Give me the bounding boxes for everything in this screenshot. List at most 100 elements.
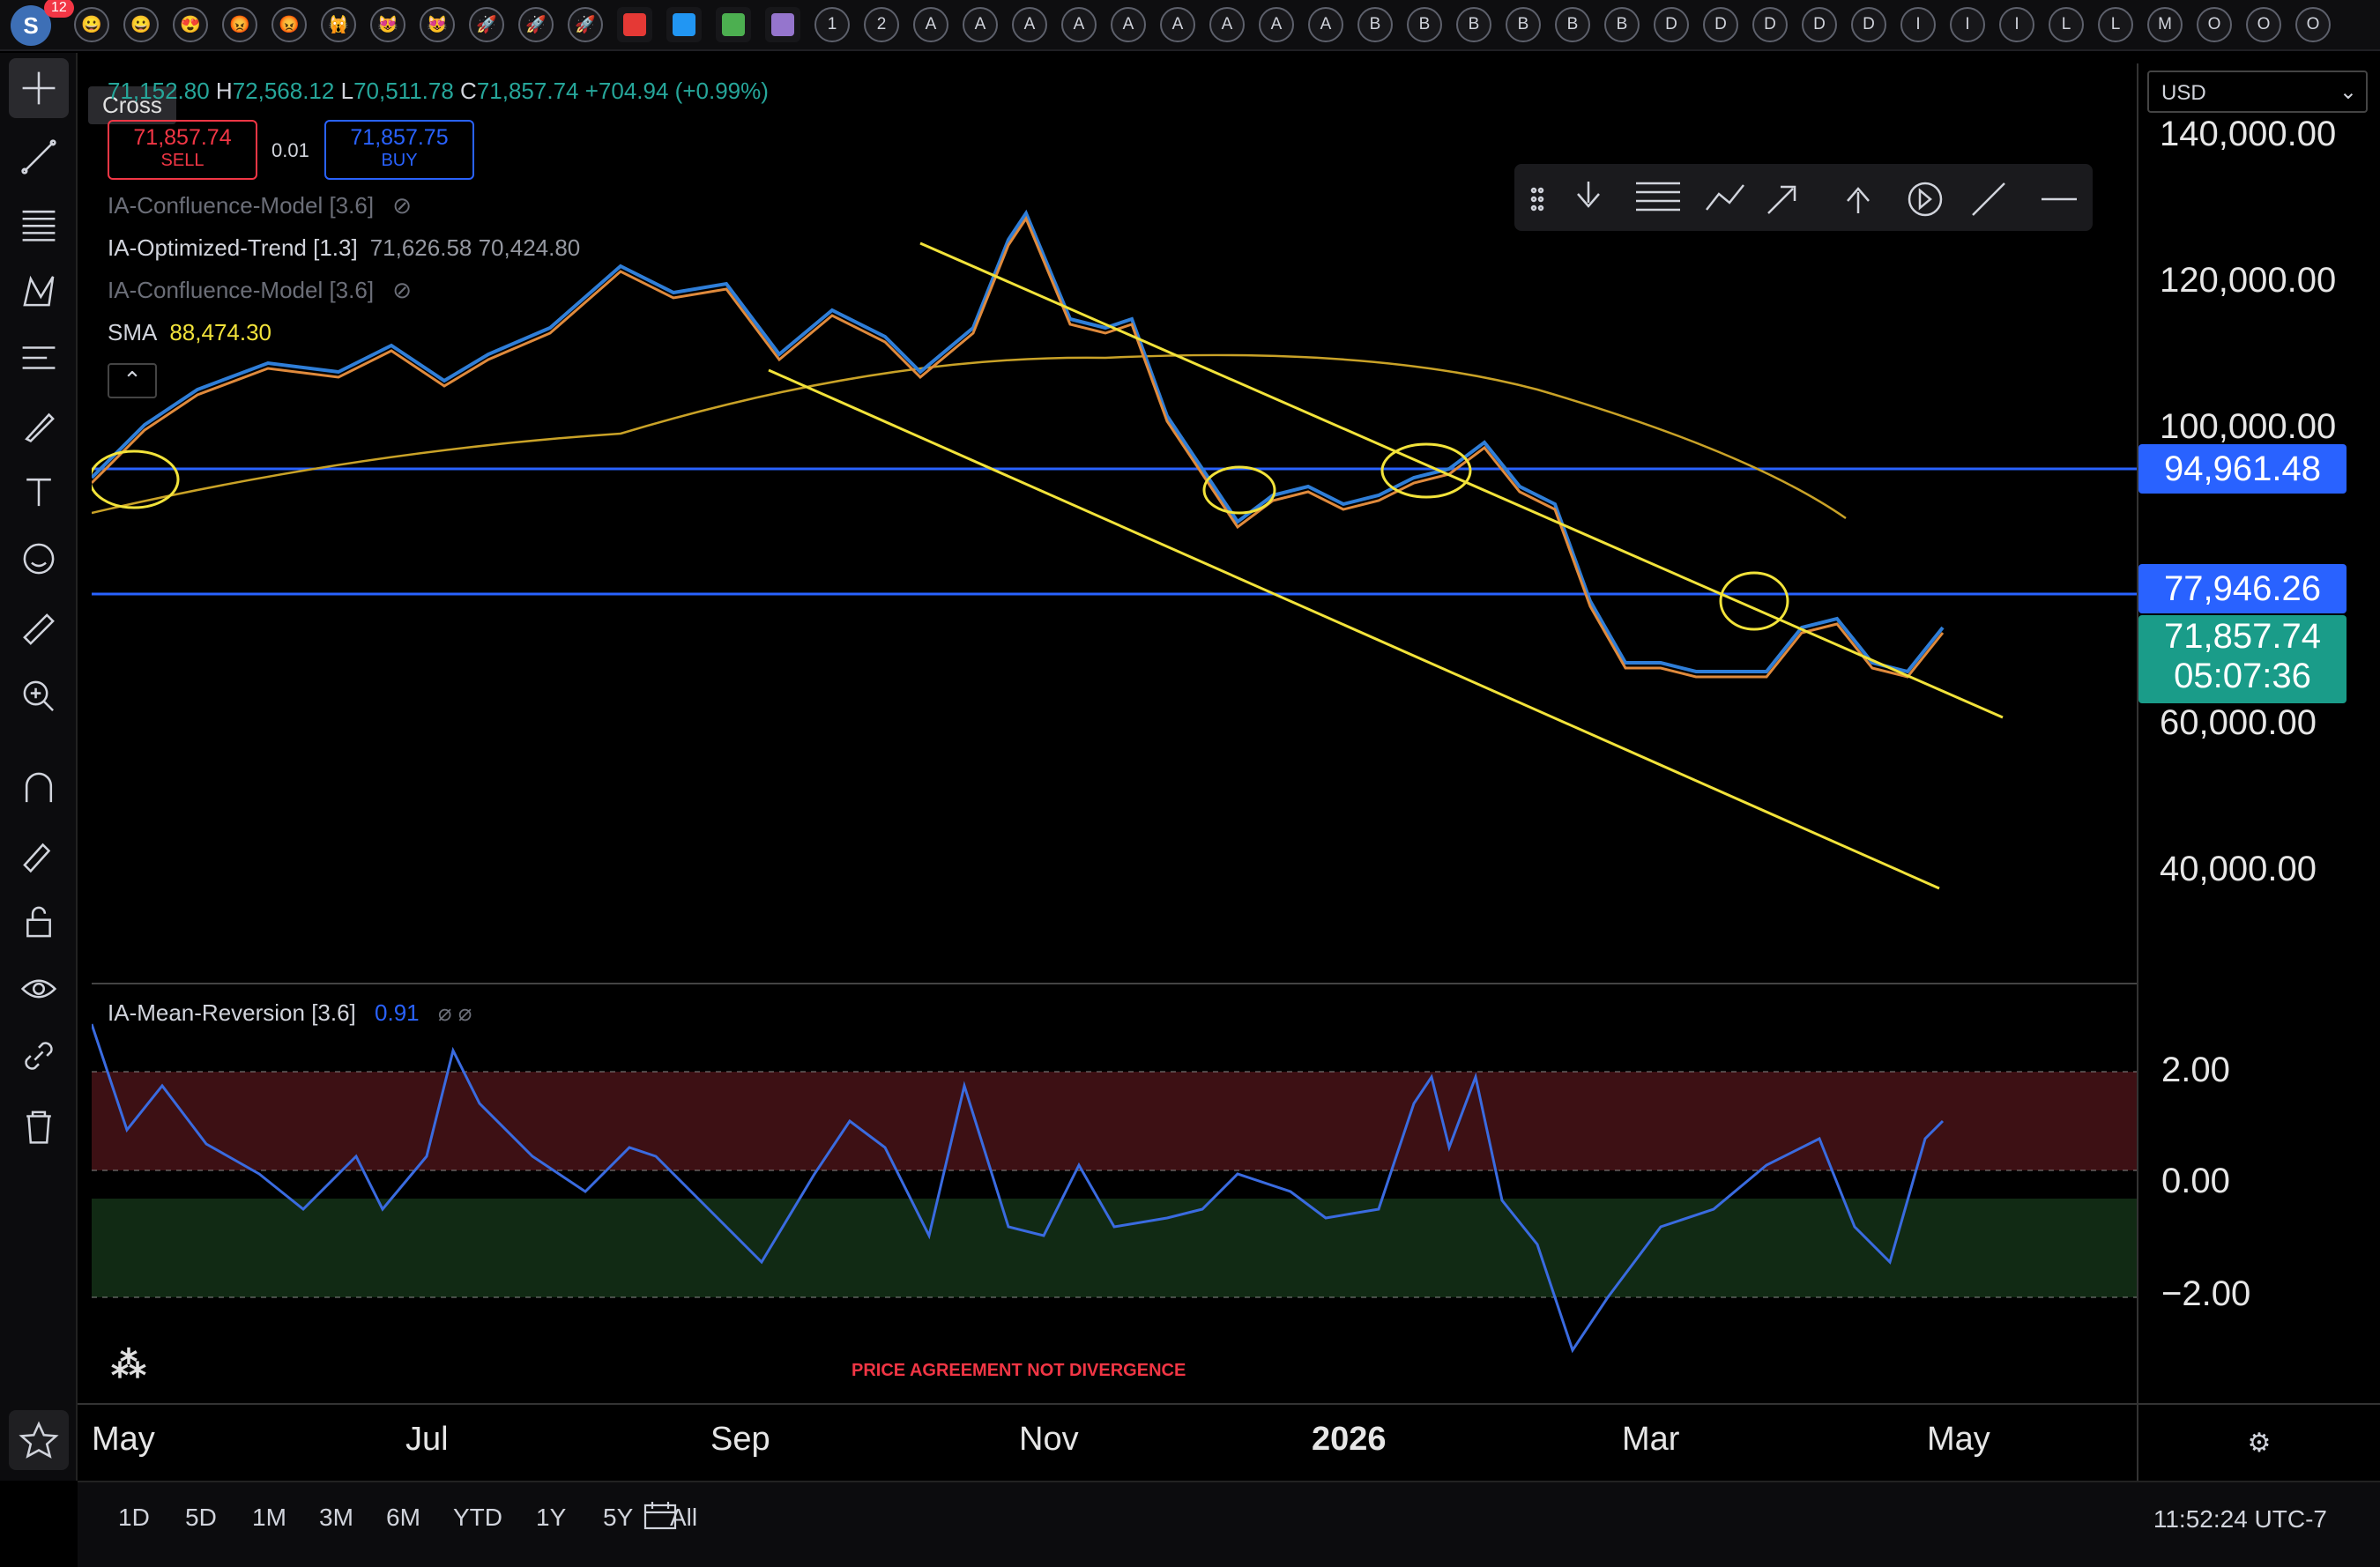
indicator-legend-0[interactable]: IA-Confluence-Model [3.6] ⊘: [108, 192, 412, 219]
watchlist-symbol-icon[interactable]: A: [1012, 7, 1047, 42]
watchlist-emoji-icon[interactable]: 🚀: [518, 7, 554, 42]
watchlist-symbol-icon[interactable]: B: [1604, 7, 1640, 42]
ruler-tool[interactable]: [9, 599, 69, 659]
color-swatch-icon[interactable]: [617, 7, 652, 42]
timeframe-3m[interactable]: 3M: [319, 1504, 353, 1531]
watchlist-symbol-icon[interactable]: B: [1456, 7, 1491, 42]
watchlist-symbol-icon[interactable]: A: [1160, 7, 1195, 42]
timeframe-6m[interactable]: 6M: [386, 1504, 420, 1531]
eye-icon: [20, 979, 57, 999]
high-label: H: [215, 78, 233, 104]
watchlist-symbol-icon[interactable]: D: [1654, 7, 1689, 42]
watchlist-symbol-icon[interactable]: A: [963, 7, 998, 42]
delete-tool[interactable]: [9, 1096, 69, 1156]
timeframe-1d[interactable]: 1D: [118, 1504, 150, 1531]
watchlist-symbol-icon[interactable]: A: [1308, 7, 1343, 42]
price-chart-canvas[interactable]: [88, 63, 2137, 1412]
watchlist-emoji-icon[interactable]: 😡: [222, 7, 257, 42]
watchlist-symbol-icon[interactable]: B: [1555, 7, 1590, 42]
hide-tool[interactable]: [9, 959, 69, 1019]
arrow-down-icon[interactable]: [1577, 182, 1600, 208]
watchlist-symbol-icon[interactable]: D: [1802, 7, 1837, 42]
crosshair-tool[interactable]: [9, 58, 69, 118]
magnet-icon: [25, 772, 53, 803]
watchlist-symbol-icon[interactable]: A: [1111, 7, 1146, 42]
watchlist-symbol-icon[interactable]: A: [913, 7, 948, 42]
timeframe-ytd[interactable]: YTD: [453, 1504, 502, 1531]
watchlist-symbol-icon[interactable]: D: [1851, 7, 1886, 42]
watchlist-symbol-icon[interactable]: I: [1950, 7, 1985, 42]
text-tool[interactable]: [9, 462, 69, 522]
watchlist-emoji-icon[interactable]: 😻: [420, 7, 455, 42]
eye-hidden-icon[interactable]: ⊘: [386, 192, 413, 219]
buy-button[interactable]: 71,857.75 BUY: [324, 120, 474, 180]
arrow-up-icon[interactable]: [1847, 187, 1870, 213]
watchlist-symbol-icon[interactable]: D: [1703, 7, 1738, 42]
trend-line-icon[interactable]: [1972, 182, 2005, 216]
watchlist-symbol-icon[interactable]: 1: [814, 7, 850, 42]
arrow-icon[interactable]: [1767, 185, 1796, 214]
watchlist-symbol-icon[interactable]: L: [2098, 7, 2133, 42]
axis-settings-icon[interactable]: ⚙: [2137, 1403, 2380, 1481]
watchlist-symbol-icon[interactable]: A: [1061, 7, 1097, 42]
watchlist-symbol-icon[interactable]: I: [1999, 7, 2034, 42]
price-axis[interactable]: USD ⌄: [2137, 63, 2380, 1412]
pattern-tool[interactable]: [9, 261, 69, 321]
collapse-legend-button[interactable]: ⌃: [108, 363, 157, 398]
color-swatch-icon[interactable]: [666, 7, 702, 42]
lines-icon[interactable]: [1636, 182, 1680, 212]
watchlist-symbol-icon[interactable]: D: [1752, 7, 1788, 42]
timeframe-5y[interactable]: 5Y: [603, 1504, 634, 1531]
timeframe-1y[interactable]: 1Y: [536, 1504, 567, 1531]
favorites-button[interactable]: [9, 1410, 69, 1470]
forecast-tool[interactable]: [9, 328, 69, 388]
notification-badge[interactable]: 12: [44, 0, 74, 18]
watchlist-symbol-icon[interactable]: O: [2246, 7, 2281, 42]
watchlist-emoji-icon[interactable]: 😍: [173, 7, 208, 42]
watchlist-emoji-icon[interactable]: 😻: [370, 7, 405, 42]
watchlist-symbol-icon[interactable]: 2: [864, 7, 899, 42]
lock-tool[interactable]: [9, 892, 69, 952]
drag-handle-icon[interactable]: [1530, 187, 1544, 212]
watchlist-emoji-icon[interactable]: 🙀: [321, 7, 356, 42]
watchlist-emoji-icon[interactable]: 🚀: [568, 7, 603, 42]
watchlist-symbol-icon[interactable]: B: [1506, 7, 1541, 42]
indicator-name: SMA: [108, 319, 158, 345]
date-range-icon[interactable]: [642, 1498, 681, 1534]
indicator-legend-3[interactable]: SMA 88,474.30: [108, 319, 271, 346]
watchlist-emoji-icon[interactable]: 😀: [123, 7, 159, 42]
link-tool[interactable]: [9, 1026, 69, 1086]
watchlist-symbol-icon[interactable]: O: [2197, 7, 2232, 42]
color-swatch-icon[interactable]: [716, 7, 751, 42]
watchlist-emoji-icon[interactable]: 😡: [271, 7, 307, 42]
signpost-icon[interactable]: [1706, 184, 1744, 211]
magnet-tool[interactable]: [9, 758, 69, 818]
trend-line-tool[interactable]: [9, 127, 69, 187]
color-swatch-icon[interactable]: [765, 7, 800, 42]
watchlist-symbol-icon[interactable]: O: [2295, 7, 2331, 42]
chart-pane[interactable]: [88, 63, 2137, 1412]
play-circle-icon[interactable]: [1908, 182, 1943, 217]
watchlist-symbol-icon[interactable]: A: [1209, 7, 1245, 42]
watchlist-symbol-icon[interactable]: M: [2147, 7, 2183, 42]
timeframe-5d[interactable]: 5D: [185, 1504, 217, 1531]
sell-button[interactable]: 71,857.74 SELL: [108, 120, 257, 180]
currency-select[interactable]: USD ⌄: [2147, 71, 2368, 113]
eye-hidden-icon[interactable]: ⊘: [386, 277, 413, 303]
fib-tool[interactable]: [9, 194, 69, 254]
timeframe-1m[interactable]: 1M: [252, 1504, 286, 1531]
watchlist-symbol-icon[interactable]: A: [1259, 7, 1294, 42]
brush-tool[interactable]: [9, 395, 69, 455]
emoji-tool[interactable]: [9, 529, 69, 589]
watchlist-symbol-icon[interactable]: L: [2049, 7, 2084, 42]
zoom-tool[interactable]: [9, 666, 69, 726]
watchlist-symbol-icon[interactable]: B: [1407, 7, 1442, 42]
time-axis[interactable]: May Jul Sep Nov 2026 Mar May: [78, 1403, 2137, 1481]
lock-drawing-tool[interactable]: [9, 825, 69, 885]
watchlist-symbol-icon[interactable]: I: [1900, 7, 1936, 42]
watchlist-symbol-icon[interactable]: B: [1357, 7, 1393, 42]
watchlist-emoji-icon[interactable]: 🚀: [469, 7, 504, 42]
indicator-legend-2[interactable]: IA-Confluence-Model [3.6] ⊘: [108, 277, 412, 304]
watchlist-emoji-icon[interactable]: 😀: [74, 7, 109, 42]
indicator-legend-1[interactable]: IA-Optimized-Trend [1.3] 71,626.58 70,424…: [108, 234, 580, 262]
